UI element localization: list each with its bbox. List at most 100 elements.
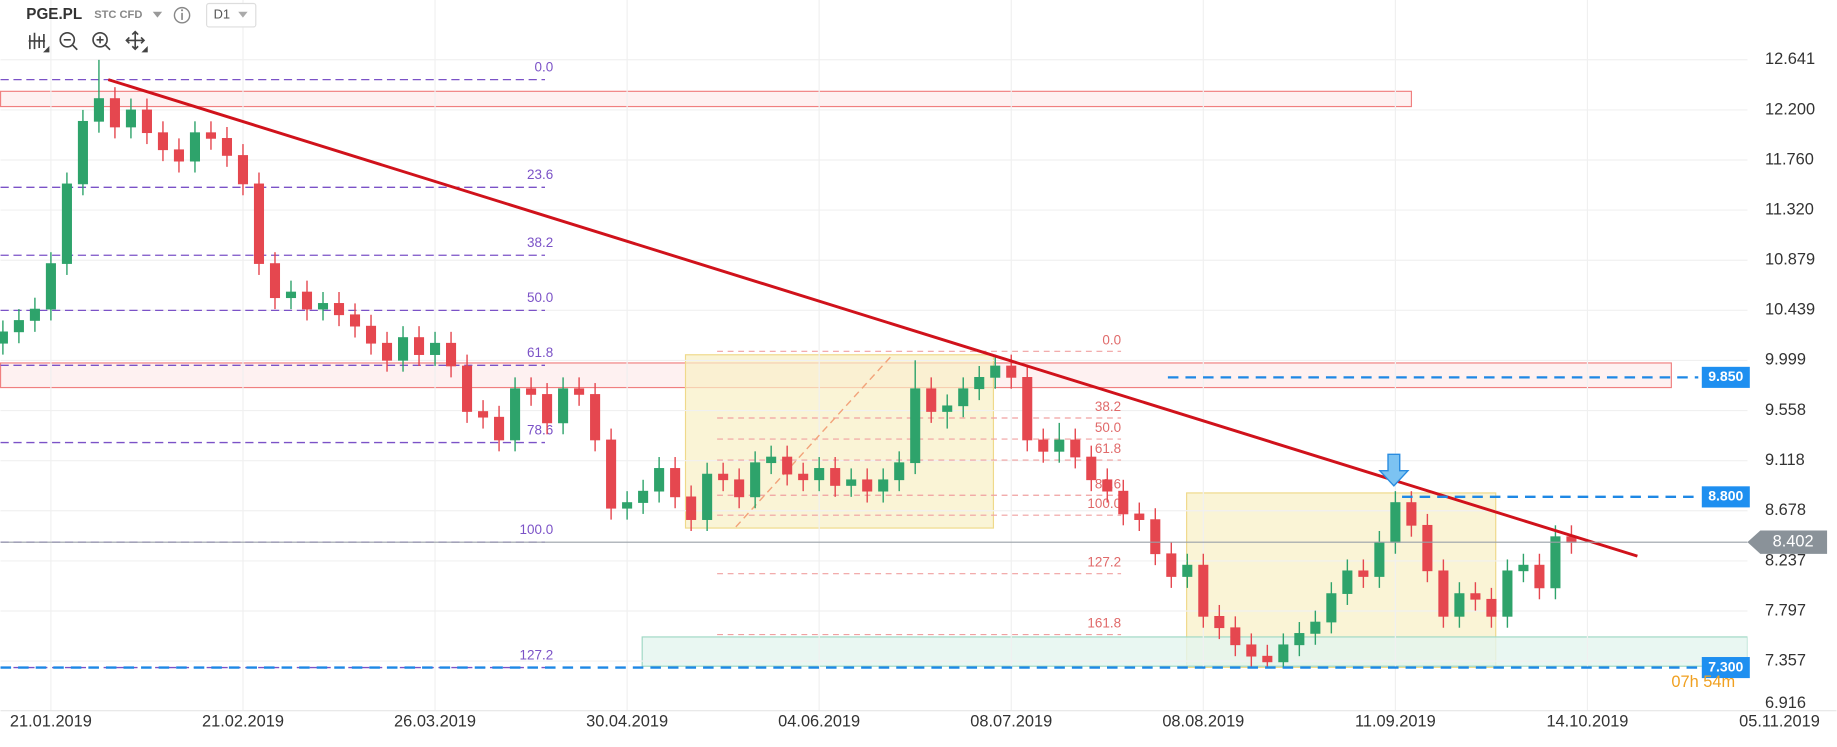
candle-body [542,394,553,424]
candle-body [1486,598,1497,617]
candle-body [173,149,184,162]
candle-body [654,468,665,492]
candle-body [61,183,72,264]
price-tag [1701,366,1750,388]
instrument: STC CFD [94,9,142,21]
candle-body [1550,536,1561,589]
fib-box [684,354,995,529]
candle-body [1262,655,1273,663]
y-tick-label: 12.641 [1765,50,1815,68]
chart-type-icon[interactable] [28,32,46,50]
candle-body [1038,439,1049,452]
candle-body [349,314,361,327]
candle-body [141,109,152,134]
candle-body [1166,553,1177,577]
x-tick-label: 08.07.2019 [970,713,1052,731]
info-icon[interactable] [173,6,191,24]
dropdown-icon[interactable] [152,11,163,18]
candle-body [77,120,88,185]
price-tag-label: 7.300 [1708,658,1743,674]
price-axis [1747,0,1837,711]
resistance-zone [0,90,1413,108]
corner [43,46,50,53]
candle-body [862,479,873,492]
y-tick-label: 9.558 [1765,401,1806,419]
candle-body [574,388,585,395]
candle-body [846,479,857,486]
candle-body [221,138,233,156]
candle-body [622,502,633,509]
candles [0,59,1577,668]
candle-body [398,337,409,361]
candle-body [1390,502,1401,543]
price-tag [1701,486,1750,508]
info-icon [180,9,184,12]
last-price-tag [1747,530,1828,554]
candle-body [1454,593,1465,617]
countdown: 07h 54m [1671,673,1735,691]
y-tick-label: 6.916 [1765,694,1806,712]
candle-body [750,462,761,498]
candle-body [157,132,168,151]
corner [141,46,148,53]
candle-body [1182,564,1193,577]
candle-body [205,132,217,139]
candle-body [1502,570,1513,617]
dropdown-icon [238,11,248,18]
candle-body [526,388,537,395]
candle-body [734,479,745,498]
x-tick-label: 21.02.2019 [202,713,284,731]
candle-body [1342,570,1353,594]
candle-body [1374,542,1385,577]
fib-label: 78.6 [527,422,553,437]
fib-label: 50.0 [1095,420,1121,435]
candle-body [381,342,393,361]
candle-body [1438,570,1449,617]
candle-body [29,308,40,321]
candle-body [253,183,265,264]
fib-label: 0.0 [534,60,553,75]
candle-body [510,388,521,441]
candle-body [1246,644,1257,657]
price-tag [1701,657,1750,679]
candle-body [1214,615,1225,629]
price-tags: 9.850 8.800 7.300 8.402 [1701,366,1828,679]
pan-icon[interactable] [125,30,146,51]
y-tick-label: 7.357 [1765,651,1806,669]
fib-label: 61.8 [527,345,553,360]
candle-body [93,98,104,122]
candle-body [942,405,953,412]
fib-label: 127.2 [520,647,554,662]
x-tick-label: 26.03.2019 [394,713,476,731]
candle-body [1118,490,1129,515]
zoom-out-icon[interactable] [59,31,76,48]
candle-body [237,155,249,185]
x-tick-label: 30.04.2019 [586,713,668,731]
time-axis [0,710,1837,747]
zoom-in-icon[interactable] [92,31,108,48]
candle-body [1470,593,1481,600]
candle-body [1278,644,1289,663]
arrow-marker [1378,453,1410,487]
candle-body [958,388,969,407]
candle-body [446,342,457,367]
timeframe: D1 [214,7,230,22]
arrow [1378,453,1410,487]
candle-body [1086,456,1097,481]
y-tick-label: 11.320 [1765,200,1814,218]
candle-body [670,468,681,498]
candle-body [1422,524,1433,572]
candle-body [1054,439,1065,452]
candle-body [333,303,345,316]
fib-label: 38.2 [527,235,553,250]
x-tick-label: 05.11.2019 [1739,713,1820,731]
candle-body [13,320,24,333]
candle-body [1230,627,1241,646]
candle-body [285,291,297,299]
timeframe-select[interactable] [206,2,257,28]
candle-body [798,473,809,481]
candle-body [974,377,985,390]
y-tick-label: 12.200 [1765,100,1815,118]
candle-body [558,388,569,424]
